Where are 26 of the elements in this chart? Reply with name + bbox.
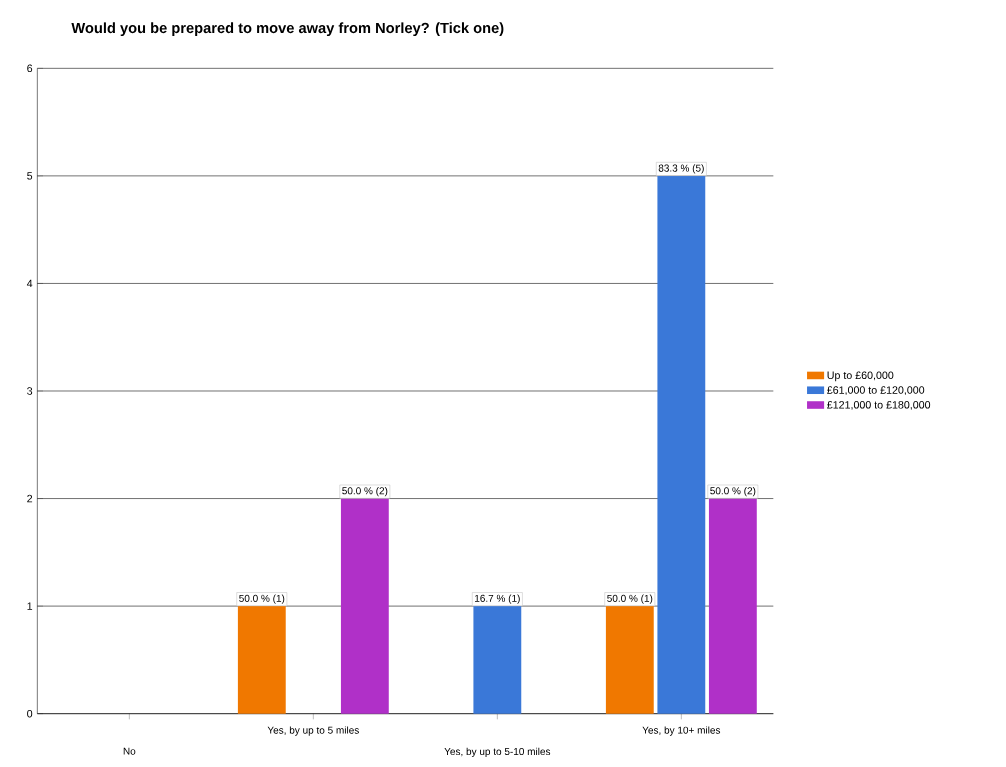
data-label: 16.7 % (1) [475,594,520,604]
bar [708,498,757,714]
data-label: 83.3 % (5) [658,164,704,174]
legend-label: Up to £60,000 [827,371,894,382]
bar [340,498,389,714]
x-tick-label: No [123,747,136,755]
legend-label: £121,000 to £180,000 [827,401,931,410]
x-tick-label: Yes, by up to 5 miles [267,726,359,736]
y-tick-label: 5 [27,172,33,180]
legend-label: £61,000 to £120,000 [827,386,925,396]
bar [657,175,706,714]
y-tick-label: 4 [26,279,33,288]
data-label: 50.0 % (2) [342,486,388,497]
y-tick-label: 1 [27,602,33,610]
y-tick-label: 0 [27,709,33,718]
chart-title: Would you be prepared to move away from Norley? (Tick one) [71,22,504,37]
data-label: 50.0 % (1) [607,594,653,604]
x-tick-label: Yes, by up to 5-10 miles [444,747,551,758]
y-tick-label: 6 [27,64,33,73]
x-tick-label: Yes, by 10+ miles [642,726,721,736]
y-tick-label: 3 [27,387,33,395]
bar [237,606,286,714]
data-label: 50.0 % (2) [710,486,756,497]
y-tick-label: 2 [27,494,33,503]
bar [605,606,654,714]
data-label: 50.0 % (1) [239,594,285,604]
